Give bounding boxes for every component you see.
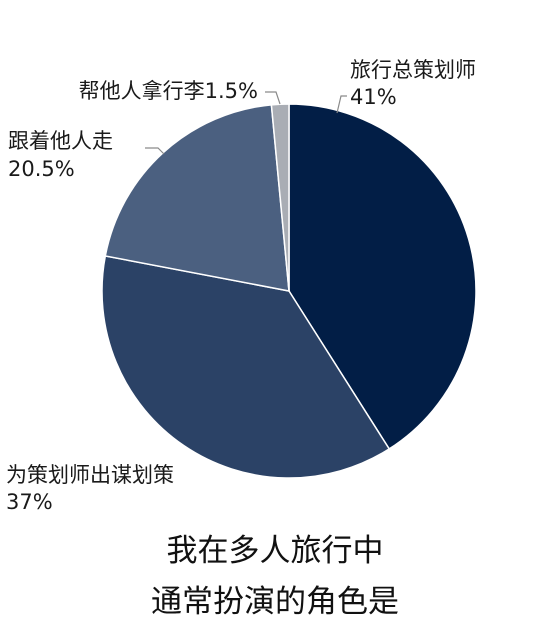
leader-lines — [145, 91, 347, 155]
slice-porter — [270, 103, 290, 292]
slice-label-value-follower: 20.5% — [8, 157, 75, 181]
slice-advisor — [101, 255, 391, 479]
slice-label-name-porter: 帮他人拿行李 — [79, 79, 205, 103]
label-group-advisor: 为策划师出谋划策 37% — [6, 463, 174, 514]
slice-label-value-porter: 1.5% — [205, 79, 258, 103]
slice-label-name-advisor: 为策划师出谋划策 — [6, 463, 174, 487]
slice-label-name-follower: 跟着他人走 — [8, 129, 113, 153]
slice-label-name-strategist: 旅行总策划师 — [350, 58, 476, 82]
label-group-strategist: 旅行总策划师 41% — [350, 58, 476, 109]
chart-subtitle: 通常扮演的角色是 — [151, 584, 399, 620]
slice-label-porter: 帮他人拿行李1.5% — [79, 79, 258, 103]
leader-line-strategist — [336, 95, 347, 114]
label-group-porter: 帮他人拿行李1.5% — [79, 79, 258, 103]
pie-slices — [101, 103, 477, 479]
label-group-follower: 跟着他人走 20.5% — [8, 129, 113, 181]
slice-label-value-strategist: 41% — [350, 85, 397, 109]
leader-line-porter — [265, 91, 281, 105]
slice-strategist — [288, 103, 477, 450]
chart-title: 我在多人旅行中 — [167, 533, 384, 569]
slice-label-value-advisor: 37% — [6, 490, 53, 514]
leader-line-follower — [145, 147, 165, 155]
